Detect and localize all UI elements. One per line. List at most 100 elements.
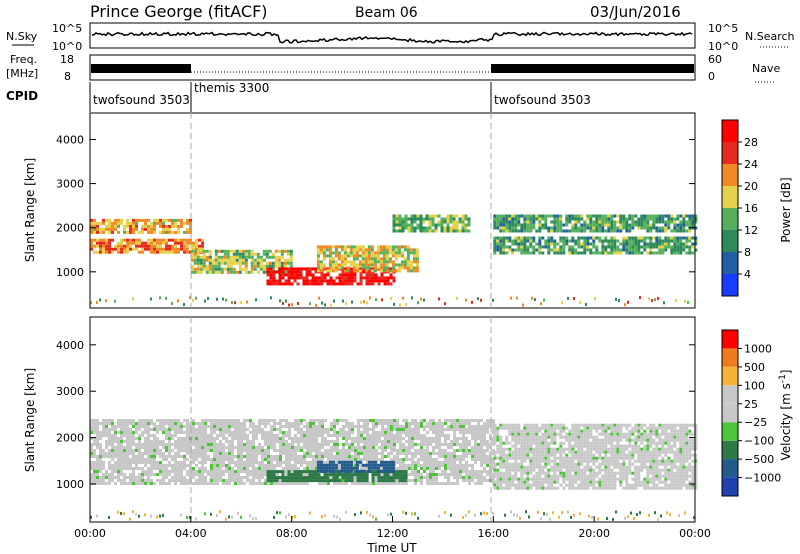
- cell: [444, 302, 446, 306]
- cell: [550, 429, 554, 433]
- cell: [291, 443, 294, 446]
- cell: [266, 267, 270, 271]
- cell: [354, 476, 357, 479]
- cell: [183, 247, 186, 251]
- cell: [493, 474, 497, 478]
- cell: [535, 217, 539, 221]
- cell: [201, 247, 204, 251]
- cell: [550, 432, 554, 436]
- cell: [402, 428, 405, 431]
- cell: [592, 251, 596, 255]
- cell: [616, 229, 620, 233]
- cell: [568, 229, 572, 233]
- cell: [322, 266, 326, 270]
- cell: [553, 462, 557, 466]
- cell: [366, 452, 369, 455]
- cell: [192, 473, 195, 476]
- cell: [431, 214, 435, 218]
- cell: [258, 446, 261, 449]
- cell: [222, 425, 225, 428]
- cell: [556, 248, 560, 252]
- cell: [201, 241, 204, 245]
- cell: [362, 276, 366, 280]
- cell: [348, 425, 351, 428]
- cell: [275, 282, 279, 286]
- cell: [529, 236, 533, 240]
- cell: [375, 434, 378, 437]
- cell: [300, 434, 303, 437]
- cell: [586, 429, 590, 433]
- cell: [455, 223, 459, 227]
- cell: [165, 296, 167, 300]
- cell: [255, 449, 258, 452]
- cell: [655, 239, 659, 243]
- cell: [288, 449, 291, 452]
- cell: [210, 470, 213, 473]
- cell: [269, 276, 273, 280]
- cell: [196, 267, 200, 271]
- cell: [438, 440, 441, 443]
- cell: [90, 443, 93, 446]
- cell: [394, 263, 398, 267]
- cell: [450, 455, 453, 458]
- cell: [153, 238, 156, 242]
- cell: [291, 446, 294, 449]
- cell: [577, 214, 581, 218]
- cell: [580, 471, 584, 475]
- cell: [363, 449, 366, 452]
- cell: [252, 449, 255, 452]
- cell: [502, 248, 506, 252]
- cell: [333, 422, 336, 425]
- cell: [423, 461, 426, 464]
- cell: [610, 245, 614, 249]
- cell: [411, 419, 414, 422]
- cell: [198, 452, 201, 455]
- cell: [450, 440, 453, 443]
- cell: [396, 479, 399, 482]
- cell: [270, 446, 273, 449]
- cell: [285, 473, 288, 476]
- cell: [511, 483, 515, 487]
- cell: [99, 437, 102, 440]
- cell: [520, 435, 524, 439]
- cell: [429, 440, 432, 443]
- cell: [333, 299, 335, 303]
- cell: [574, 226, 578, 230]
- cell: [586, 248, 590, 252]
- cell: [249, 461, 252, 464]
- cell: [547, 456, 551, 460]
- cell: [480, 461, 483, 464]
- cell: [562, 242, 566, 246]
- cell: [384, 446, 387, 449]
- cell: [171, 218, 174, 222]
- cell: [529, 223, 533, 227]
- cell: [330, 440, 333, 443]
- cell: [264, 434, 267, 437]
- cell: [174, 464, 177, 467]
- cell: [673, 239, 677, 243]
- cell: [171, 221, 174, 225]
- colorbar-tick-label: 12: [744, 224, 758, 237]
- cell: [514, 447, 518, 451]
- cell: [520, 429, 524, 433]
- cell: [483, 449, 486, 452]
- cell: [586, 474, 590, 478]
- cell: [123, 458, 126, 461]
- cell: [586, 441, 590, 445]
- cell: [261, 476, 264, 479]
- cell: [366, 425, 369, 428]
- cell: [349, 245, 353, 249]
- cell: [280, 261, 284, 265]
- cell: [416, 214, 420, 218]
- cell: [553, 214, 557, 218]
- cell: [144, 479, 147, 482]
- cell: [273, 428, 276, 431]
- cell: [171, 467, 174, 470]
- cell: [393, 443, 396, 446]
- cell: [190, 264, 194, 268]
- cell: [105, 238, 108, 242]
- cell: [511, 429, 515, 433]
- cell: [123, 428, 126, 431]
- cell: [336, 431, 339, 434]
- cell: [511, 251, 515, 255]
